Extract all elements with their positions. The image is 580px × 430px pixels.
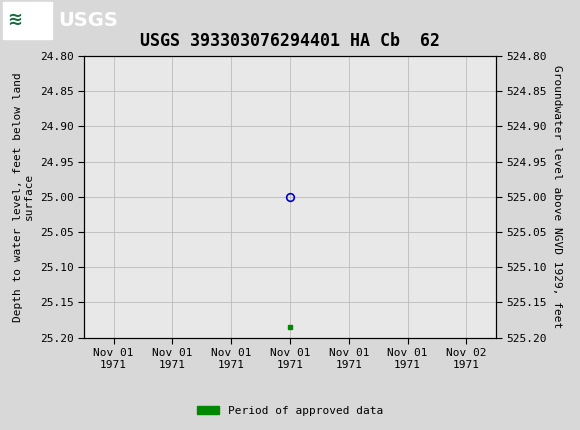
- FancyBboxPatch shape: [3, 2, 52, 39]
- Text: ≋: ≋: [7, 11, 22, 29]
- Text: USGS: USGS: [58, 11, 118, 30]
- Y-axis label: Groundwater level above NGVD 1929, feet: Groundwater level above NGVD 1929, feet: [552, 65, 563, 329]
- Y-axis label: Depth to water level, feet below land
surface: Depth to water level, feet below land su…: [13, 72, 34, 322]
- Title: USGS 393303076294401 HA Cb  62: USGS 393303076294401 HA Cb 62: [140, 32, 440, 50]
- Legend: Period of approved data: Period of approved data: [193, 401, 387, 420]
